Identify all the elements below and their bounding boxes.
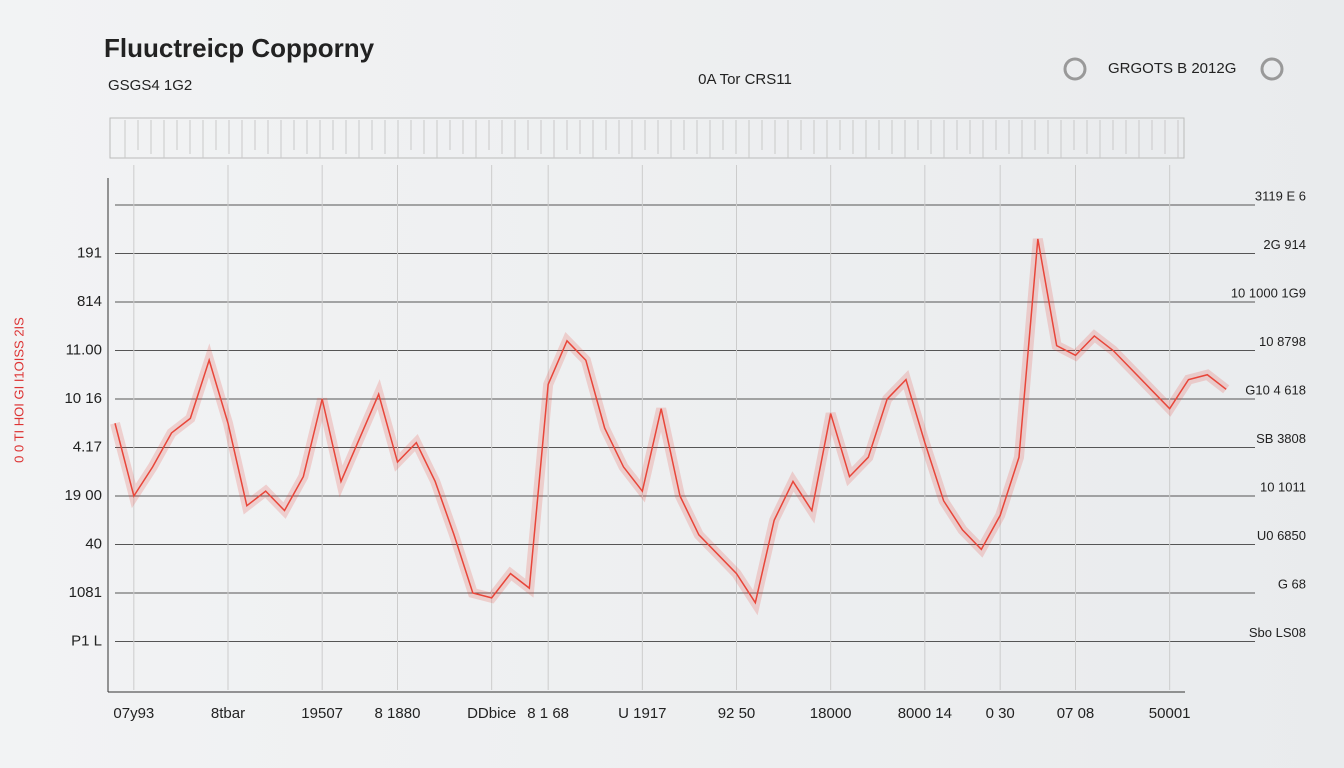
x-tick-label: 8tbar <box>211 705 245 722</box>
x-tick-label: 50001 <box>1149 705 1191 722</box>
y2-tick-label: 10 8798 <box>1259 334 1306 349</box>
y-tick-label: 19 00 <box>64 487 102 504</box>
y-tick-label: 191 <box>77 244 102 261</box>
y-axis-label: 0 0 TI HOI GI I1OISS 2IS <box>11 317 26 463</box>
y-tick-label: 1081 <box>69 584 102 601</box>
y2-tick-label: G 68 <box>1278 576 1306 591</box>
y-tick-label: 4.17 <box>73 438 102 455</box>
y2-tick-label: 10 1011 <box>1260 479 1306 494</box>
x-tick-label: 18000 <box>810 705 852 722</box>
icon <box>1260 57 1284 81</box>
series-glow <box>110 238 1230 616</box>
x-tick-label: DDbice <box>467 705 516 722</box>
y-tick-label: 11.00 <box>66 341 102 358</box>
x-tick-label: 07 08 <box>1057 705 1095 722</box>
y2-tick-label: U0 6850 <box>1257 528 1306 543</box>
y2-tick-label: 3119 E 6 <box>1255 188 1306 203</box>
y2-tick-label: Sbo LS08 <box>1249 625 1306 640</box>
top-right-label: GRGOTS B 2012G <box>1108 60 1236 77</box>
y-tick-label: 814 <box>77 293 102 310</box>
series-line <box>114 238 1227 605</box>
x-tick-label: 07y93 <box>113 705 154 722</box>
top-strip <box>109 117 1185 159</box>
x-tick-label: 8000 14 <box>898 705 952 722</box>
x-tick-label: 92 50 <box>718 705 756 722</box>
y-tick-label: 10 16 <box>64 390 102 407</box>
x-tick-label: U 1917 <box>618 705 666 722</box>
center-label: 0A Tor CRS11 <box>698 71 792 88</box>
y2-tick-label: G10 4 618 <box>1245 382 1306 397</box>
subtitle: GSGS4 1G2 <box>108 77 192 94</box>
y-tick-label: P1 L <box>71 632 102 649</box>
icon <box>1063 57 1087 81</box>
x-tick-label: 8 1880 <box>375 705 421 722</box>
x-tick-label: 8 1 68 <box>527 705 569 722</box>
chart-title: Fluuctreicp Copporny <box>104 33 375 63</box>
x-tick-label: 0 30 <box>986 705 1015 722</box>
x-tick-label: 19507 <box>301 705 343 722</box>
y2-tick-label: 10 1000 1G9 <box>1231 285 1306 300</box>
y-tick-label: 40 <box>85 535 102 552</box>
y2-tick-label: 2G 914 <box>1263 237 1306 252</box>
y2-tick-label: SB 3808 <box>1256 431 1306 446</box>
